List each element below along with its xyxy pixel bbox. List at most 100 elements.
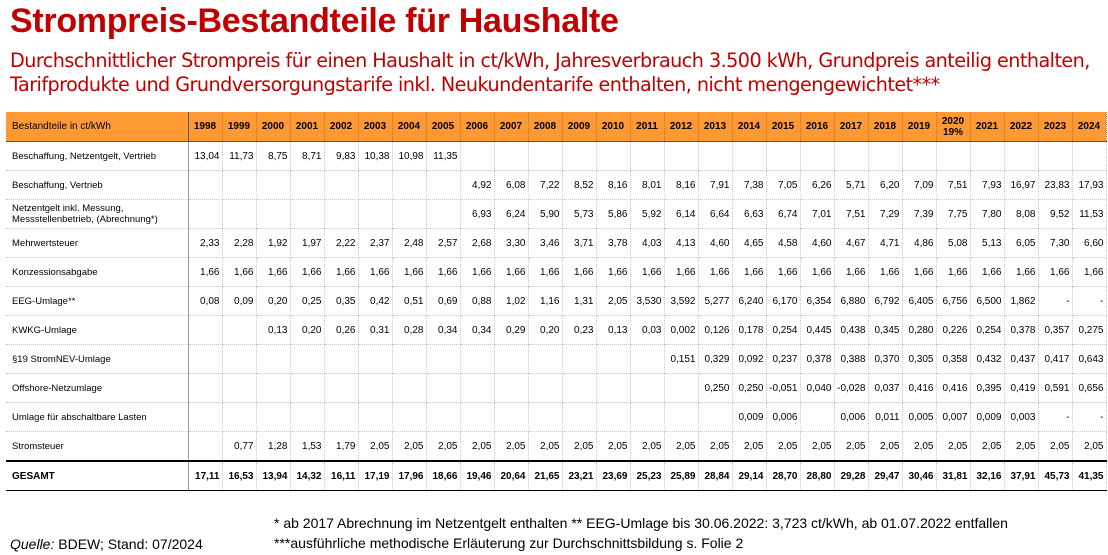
table-cell	[222, 199, 257, 229]
table-cell	[358, 373, 393, 403]
table-cell: 2,48	[392, 228, 427, 258]
table-cell: 0,395	[970, 373, 1005, 403]
table-cell: 0,388	[834, 344, 869, 374]
table-cell: 2,05	[562, 431, 597, 462]
table-cell: 10,98	[392, 141, 427, 171]
source-text: BDEW; Stand: 07/2024	[54, 536, 203, 552]
table-cell: 5,86	[596, 199, 631, 229]
table-cell: 7,01	[800, 199, 835, 229]
table-cell: 0,237	[766, 344, 801, 374]
table-cell	[834, 141, 869, 171]
table-cell	[630, 373, 665, 403]
header-label: Bestandteile in ct/kWh	[6, 112, 189, 142]
table-cell: 1,66	[936, 257, 971, 287]
table-cell: 9,52	[1038, 199, 1073, 229]
row-label: Offshore-Netzumlage	[6, 373, 189, 403]
source-label: Quelle:	[10, 536, 55, 552]
table-cell: 5,277	[698, 286, 733, 316]
table-cell: 2,05	[460, 431, 495, 462]
table-cell: -0,051	[766, 373, 801, 403]
total-row: GESAMT 17,11 16,53 13,94 14,32 16,11 17,19 17,9…	[6, 460, 1107, 491]
table-cell: 1,28	[256, 431, 291, 462]
table-cell: 0,08	[188, 286, 223, 316]
table-cell	[528, 373, 563, 403]
table-cell	[596, 141, 631, 171]
table-cell: 7,22	[528, 170, 563, 200]
table-cell	[698, 141, 733, 171]
table-cell	[426, 199, 461, 229]
table-cell	[664, 373, 699, 403]
table-cell: 8,16	[596, 170, 631, 200]
table-cell	[630, 141, 665, 171]
table-cell: 1,02	[494, 286, 529, 316]
table-cell	[800, 402, 835, 432]
table-cell	[596, 402, 631, 432]
table-cell	[562, 402, 597, 432]
table-row: Netzentgelt inkl. Messung, Messstellenbe…	[6, 199, 1107, 229]
table-row: Stromsteuer 0,77 1,28 1,53 1,79 2,05 2,05 2,05 2…	[6, 431, 1107, 462]
table-cell	[256, 170, 291, 200]
total-cell: 32,16	[970, 460, 1005, 491]
table-cell: 0,378	[800, 344, 835, 374]
table-cell: 0,178	[732, 315, 767, 345]
table-cell: 7,80	[970, 199, 1005, 229]
table-cell: 0,42	[358, 286, 393, 316]
total-cell: 28,70	[766, 460, 801, 491]
table-cell: 1,66	[222, 257, 257, 287]
table-cell: 0,416	[902, 373, 937, 403]
header-year: 2009	[562, 112, 597, 142]
table-cell: 6,14	[664, 199, 699, 229]
table-cell: 1,66	[1072, 257, 1107, 287]
table-cell: 7,39	[902, 199, 937, 229]
table-cell: 1,66	[460, 257, 495, 287]
table-cell: 2,05	[698, 431, 733, 462]
table-header-row: Bestandteile in ct/kWh 1998 1999 2000 2001 2…	[6, 112, 1107, 142]
table-cell: 6,756	[936, 286, 971, 316]
total-cell: 25,89	[664, 460, 699, 491]
table-cell: 1,66	[868, 257, 903, 287]
table-cell: 0,378	[1004, 315, 1039, 345]
table-cell	[358, 199, 393, 229]
row-label: Netzentgelt inkl. Messung, Messstellenbe…	[6, 199, 189, 229]
table-cell: 1,66	[528, 257, 563, 287]
total-cell: 30,46	[902, 460, 937, 491]
table-cell	[596, 373, 631, 403]
page-subtitle: Durchschnittlicher Strompreis für einen …	[10, 49, 1090, 96]
table-cell: 1,66	[494, 257, 529, 287]
table-cell: 1,79	[324, 431, 359, 462]
header-year: 2022	[1004, 112, 1039, 142]
source-note: Quelle: BDEW; Stand: 07/2024	[10, 536, 203, 552]
table-cell: 1,66	[766, 257, 801, 287]
table-cell: 6,500	[970, 286, 1005, 316]
table-cell: 0,370	[868, 344, 903, 374]
total-cell: 45,73	[1038, 460, 1073, 491]
total-cell: 13,94	[256, 460, 291, 491]
row-label: §19 StromNEV-Umlage	[6, 344, 189, 374]
header-year: 2019	[902, 112, 937, 142]
table-cell: 0,31	[358, 315, 393, 345]
table-cell: 0,13	[256, 315, 291, 345]
table-cell: 11,73	[222, 141, 257, 171]
table-cell: 1,66	[1004, 257, 1039, 287]
row-label: KWKG-Umlage	[6, 315, 189, 345]
header-year: 2013	[698, 112, 733, 142]
table-cell: 0,305	[902, 344, 937, 374]
table-cell	[392, 170, 427, 200]
table-cell: 0,25	[290, 286, 325, 316]
total-cell: 31,81	[936, 460, 971, 491]
table-cell	[494, 373, 529, 403]
table-cell: 5,92	[630, 199, 665, 229]
table-cell	[188, 373, 223, 403]
table-cell	[222, 315, 257, 345]
table-cell: 0,151	[664, 344, 699, 374]
table-cell: 0,345	[868, 315, 903, 345]
header-year: 2018	[868, 112, 903, 142]
header-year: 2016	[800, 112, 835, 142]
table-cell: 0,28	[392, 315, 427, 345]
table-cell	[290, 373, 325, 403]
table-cell: 1,66	[562, 257, 597, 287]
table-cell: 7,51	[936, 170, 971, 200]
table-cell	[460, 141, 495, 171]
table-cell: 0,643	[1072, 344, 1107, 374]
table-cell	[596, 344, 631, 374]
